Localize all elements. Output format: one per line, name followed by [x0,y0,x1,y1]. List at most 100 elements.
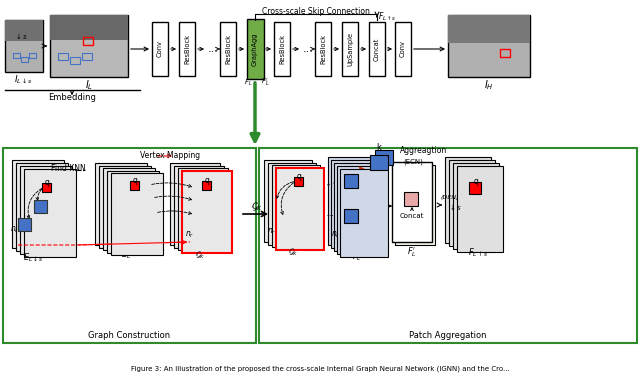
Bar [5,20,43,41]
Bar [369,22,385,76]
Bar [50,15,128,40]
Text: $F_{L\uparrow s}$: $F_{L\uparrow s}$ [468,247,488,259]
Text: $\downarrow s$: $\downarrow s$ [448,202,462,212]
Bar [179,22,195,76]
Bar [50,15,128,77]
Text: $I_{L\downarrow s}$: $I_{L\downarrow s}$ [15,74,33,86]
Text: Concat: Concat [400,213,424,219]
Bar [178,168,228,250]
Text: $I_H$: $I_H$ [484,78,494,92]
Bar [152,22,168,76]
Bar [453,163,499,249]
Text: (ECN): (ECN) [403,159,423,165]
Bar [21,57,28,62]
Text: $E_L$: $E_L$ [121,249,131,261]
Text: Embedding: Embedding [48,92,96,101]
Bar [29,53,36,58]
Bar [344,209,358,223]
Text: $n_r$: $n_r$ [186,230,195,240]
Bar [13,53,20,58]
Text: $\mathcal{G}_k$: $\mathcal{G}_k$ [288,246,298,258]
Text: Cross-scale Skip Connection: Cross-scale Skip Connection [262,6,370,15]
Text: Vertex Mapping: Vertex Mapping [140,150,200,159]
Bar [58,53,68,60]
Bar [334,163,382,251]
Bar [337,166,385,254]
Text: Conv: Conv [157,40,163,58]
Bar [20,166,72,254]
Bar [264,160,312,242]
Bar [370,155,388,170]
Bar [342,22,358,76]
Bar [82,53,92,60]
Text: $\downarrow s$: $\downarrow s$ [14,31,28,40]
Text: (DEN): (DEN) [441,194,460,199]
Bar [170,163,220,245]
Text: ResBlock: ResBlock [184,34,190,64]
Text: q: q [45,178,49,187]
Bar [103,168,155,250]
Bar [107,171,159,252]
Bar [404,192,418,206]
Text: ResBlock: ResBlock [320,34,326,64]
Bar [268,162,316,245]
Bar [3,148,256,343]
Bar [395,165,435,245]
Text: $\mathcal{G}_k$: $\mathcal{G}_k$ [251,201,263,213]
Bar [445,157,491,243]
Text: Concat: Concat [374,37,380,61]
Text: $n_r$: $n_r$ [332,230,340,240]
Bar [392,162,432,242]
Bar [95,163,147,245]
Text: $F_L$: $F_L$ [352,251,362,263]
Bar [500,49,510,57]
Text: Find KNN: Find KNN [51,163,85,172]
Bar [274,22,290,76]
Text: $I_L$: $I_L$ [85,78,93,92]
Bar [34,200,47,213]
Text: ...: ... [303,44,314,54]
Bar [328,157,376,245]
Text: Figure 3: An illustration of the proposed the cross-scale Internal Graph Neural : Figure 3: An illustration of the propose… [131,366,509,372]
Bar [83,37,93,45]
Text: ResBlock: ResBlock [279,34,285,64]
Text: $E_{L\downarrow s}$: $E_{L\downarrow s}$ [22,252,44,264]
Bar [130,181,139,190]
Bar [344,174,358,188]
Bar [220,22,236,76]
Bar [315,22,331,76]
Bar [449,160,495,246]
Text: q: q [296,172,301,181]
Text: k: k [376,142,381,151]
Text: $F_L$: $F_L$ [244,78,252,88]
Bar [340,169,388,257]
Bar [202,181,211,190]
Bar [294,177,303,186]
Bar [5,20,43,72]
Bar [247,19,264,79]
Text: $n_r$: $n_r$ [10,225,20,235]
Bar [259,148,637,343]
Text: q: q [132,175,138,184]
Bar [457,166,503,252]
Bar [448,15,530,43]
Text: ...: ... [207,44,218,54]
Text: Conv: Conv [400,40,406,58]
Bar [182,171,232,252]
Text: q: q [205,175,209,184]
Text: $\mathcal{G}_k$: $\mathcal{G}_k$ [195,249,205,261]
Text: $F^{\prime}_L$: $F^{\prime}_L$ [407,245,417,259]
Bar [111,173,163,255]
Text: Graph Construction: Graph Construction [88,331,171,340]
Bar [395,22,411,76]
Bar [174,166,224,248]
Text: UpSample: UpSample [347,32,353,66]
Bar [24,169,76,257]
Bar [18,218,31,231]
Bar [99,166,151,248]
Text: $F^{\prime}_L$: $F^{\prime}_L$ [260,77,269,89]
Text: GraphAgg: GraphAgg [252,32,258,66]
Text: Aggreagtion: Aggreagtion [400,145,447,154]
Text: $n_r$: $n_r$ [268,227,276,237]
Bar [16,163,68,251]
